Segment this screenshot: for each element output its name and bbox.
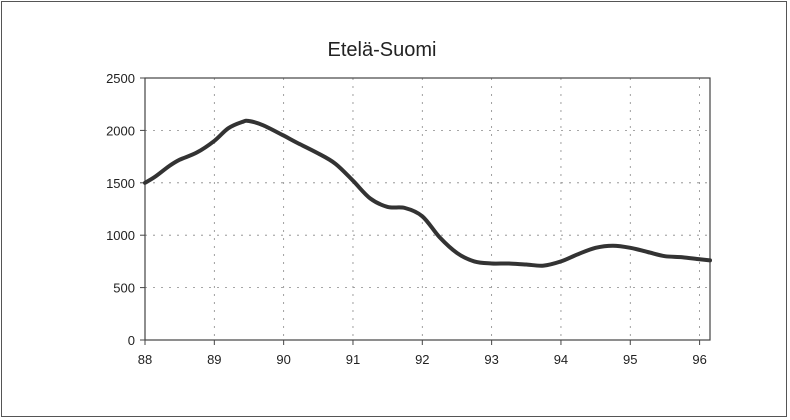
y-tick-label: 500: [113, 281, 135, 296]
y-tick-label: 1000: [106, 228, 135, 243]
x-tick-label: 89: [207, 352, 221, 367]
y-tick-label: 2500: [106, 71, 135, 86]
x-tick-label: 88: [138, 352, 152, 367]
plot-area-border: [144, 77, 711, 341]
x-tick-label: 91: [346, 352, 360, 367]
chart-title: Etelä-Suomi: [328, 39, 437, 61]
y-tick-label: 1500: [106, 176, 135, 191]
y-tick-label: 2000: [106, 123, 135, 138]
x-tick-label: 95: [623, 352, 637, 367]
x-tick-label: 93: [484, 352, 498, 367]
x-tick-label: 92: [415, 352, 429, 367]
x-tick-label: 94: [554, 352, 568, 367]
series-layer: [143, 118, 712, 268]
x-tick-label: 90: [276, 352, 290, 367]
x-tick-label: 96: [692, 352, 706, 367]
y-tick-label: 0: [128, 333, 135, 348]
x-axis: 88 89 90 91 92 93 94 95 96: [138, 340, 707, 367]
series-line: [143, 118, 712, 268]
y-axis: 0 500 1000 1500 2000 2500: [106, 71, 145, 348]
gridlines: [145, 78, 710, 340]
